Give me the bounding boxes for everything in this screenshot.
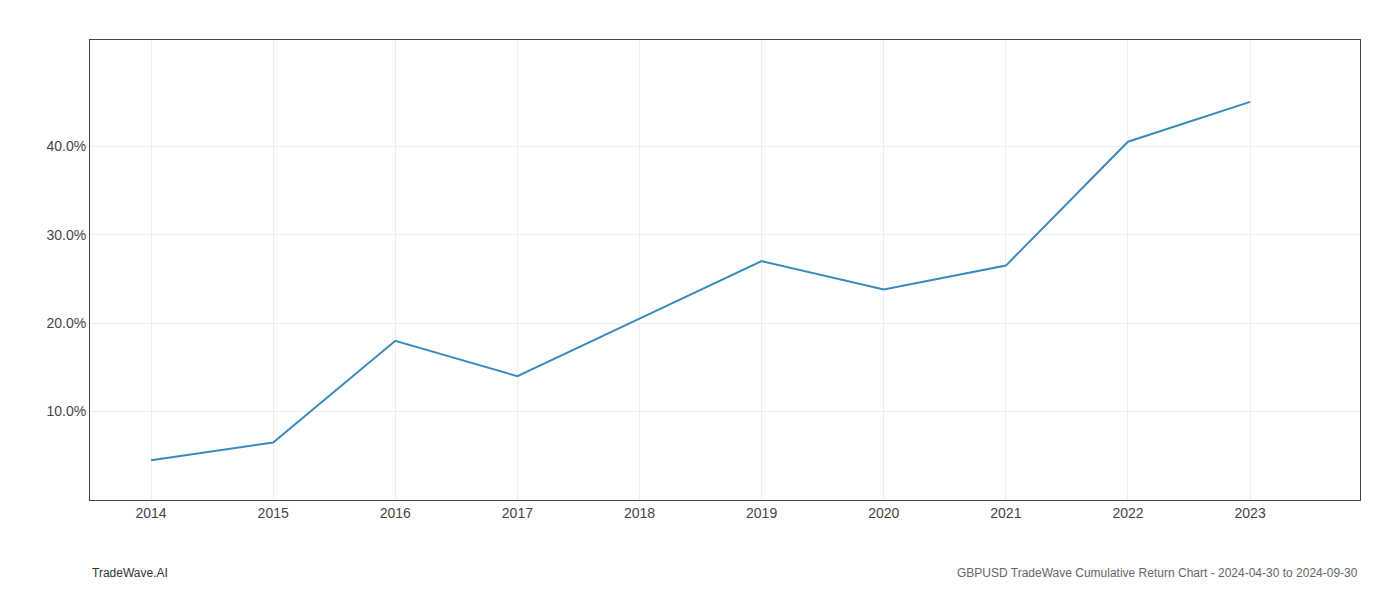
svg-text:2022: 2022 [1112, 505, 1143, 521]
svg-text:2023: 2023 [1235, 505, 1266, 521]
svg-text:2020: 2020 [868, 505, 899, 521]
svg-text:2021: 2021 [990, 505, 1021, 521]
svg-text:GBPUSD TradeWave Cumulative Re: GBPUSD TradeWave Cumulative Return Chart… [957, 566, 1358, 580]
svg-text:2017: 2017 [502, 505, 533, 521]
svg-text:2018: 2018 [624, 505, 655, 521]
svg-text:TradeWave.AI: TradeWave.AI [92, 566, 168, 580]
svg-text:2016: 2016 [380, 505, 411, 521]
svg-text:2019: 2019 [746, 505, 777, 521]
svg-text:20.0%: 20.0% [46, 315, 86, 331]
svg-text:10.0%: 10.0% [46, 403, 86, 419]
svg-text:2014: 2014 [135, 505, 166, 521]
svg-text:30.0%: 30.0% [46, 227, 86, 243]
svg-text:2015: 2015 [258, 505, 289, 521]
svg-text:40.0%: 40.0% [46, 138, 86, 154]
